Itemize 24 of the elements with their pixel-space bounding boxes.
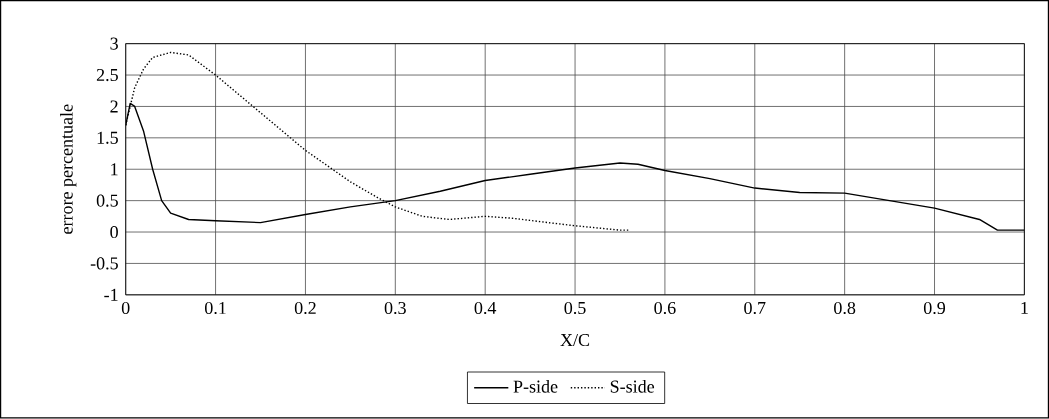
y-tick-label: 3 <box>110 37 118 50</box>
y-tick-label: 2 <box>110 100 118 113</box>
x-tick-label: 1 <box>1021 302 1028 315</box>
y-tick-label: -0.5 <box>90 257 118 270</box>
y-tick-label: 1.5 <box>97 131 118 145</box>
x-tick-label: 0.4 <box>474 302 497 315</box>
x-tick-label: 0.5 <box>564 302 586 315</box>
x-tick-label: 0.3 <box>384 302 406 315</box>
x-tick-label: 0.1 <box>205 302 226 315</box>
x-tick-label: 0.9 <box>923 302 946 315</box>
y-tick-label: -1 <box>104 289 118 301</box>
y-tick-label: 0 <box>110 226 118 239</box>
x-tick-label: 0.2 <box>294 302 316 315</box>
x-tick-label: 0.7 <box>744 302 766 315</box>
x-tick-label: 0.8 <box>834 302 856 315</box>
y-tick-label: 2.5 <box>96 69 118 82</box>
x-tick-label: 0 <box>121 302 130 315</box>
x-tick-label: 0.6 <box>654 302 676 315</box>
y-tick-label: 1 <box>111 163 118 176</box>
x-axis-title: X/C <box>560 334 590 347</box>
legend-label: P-side <box>513 380 558 393</box>
legend-label: S-side <box>610 380 655 393</box>
y-tick-label: 0.5 <box>96 194 118 207</box>
y-axis-title: errore percentuale <box>60 104 77 235</box>
